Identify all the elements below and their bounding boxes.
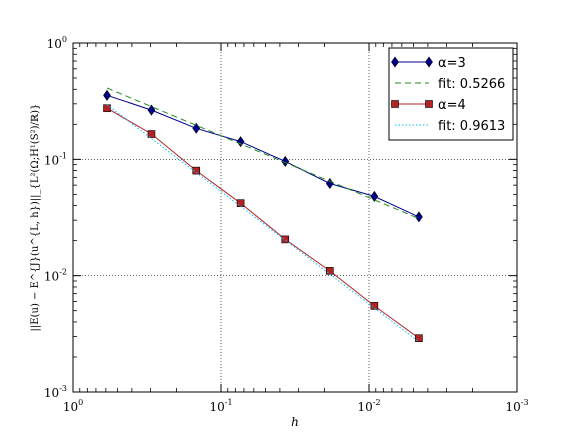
x-tick-label-exponent: 0	[78, 398, 83, 407]
x-tick-label: 100	[63, 398, 83, 414]
y-tick-label-exponent: -3	[59, 384, 67, 393]
data-point	[147, 104, 156, 116]
plot-series	[103, 87, 423, 343]
series-line	[106, 107, 420, 339]
y-tick-label-base: 10	[44, 270, 59, 284]
y-tick-label-exponent: -2	[59, 268, 67, 277]
legend-label: α=3	[438, 56, 466, 71]
y-tick-label-base: 10	[47, 37, 62, 51]
y-tick-label: 10-2	[44, 268, 67, 284]
x-axis-label: h	[291, 415, 299, 429]
x-tick-label: 10-2	[357, 398, 380, 414]
data-point	[147, 130, 156, 138]
grid	[73, 43, 517, 392]
data-point	[281, 155, 290, 167]
x-tick-label-base: 10	[357, 400, 372, 414]
data-point	[370, 302, 379, 310]
data-point	[370, 190, 379, 202]
data-point	[192, 166, 201, 175]
data-point	[236, 136, 245, 148]
legend-marker	[425, 56, 433, 68]
y-tick-label-base: 10	[44, 386, 59, 400]
data-point	[192, 122, 201, 134]
x-tick-label-base: 10	[63, 400, 78, 414]
legend-marker	[391, 100, 399, 108]
x-tick-label: 10-1	[209, 398, 232, 414]
y-tick-label: 100	[47, 35, 67, 51]
y-tick-label: 10-1	[44, 151, 67, 167]
legend-label: fit: 0.9613	[438, 119, 505, 134]
legend-label: fit: 0.5266	[438, 77, 505, 92]
data-point	[326, 267, 334, 275]
series-line	[106, 104, 420, 343]
legend-marker	[425, 100, 433, 108]
plot-frame	[72, 42, 518, 393]
legend-label: α=4	[438, 98, 466, 113]
x-tick-label-base: 10	[505, 400, 520, 414]
legend: α=3 fit: 0.5266 α=4 fit: 0.9613	[388, 47, 514, 141]
x-tick-label-exponent: -1	[225, 398, 233, 407]
data-point	[415, 211, 423, 223]
data-point	[103, 89, 111, 101]
y-tick-label-exponent: -1	[59, 151, 67, 160]
data-point	[281, 235, 290, 244]
series-line	[106, 94, 420, 218]
data-point	[325, 177, 334, 190]
y-axis-label: ||E(u) − E^{J}(u^{L, h})||_{L²(Ω;H¹(S²)/…	[30, 104, 41, 332]
series-line	[106, 87, 420, 219]
x-tick-label: 10-3	[505, 398, 528, 414]
data-point	[415, 334, 423, 343]
y-tick-label-base: 10	[44, 153, 59, 167]
x-tick-label-exponent: -3	[521, 398, 529, 407]
legend-marker	[391, 56, 399, 68]
data-point	[236, 199, 245, 207]
x-tick-label-exponent: -2	[373, 398, 381, 407]
y-tick-label: 10-3	[44, 384, 67, 400]
y-tick-label-exponent: 0	[62, 35, 67, 44]
data-point	[103, 104, 111, 113]
x-tick-label-base: 10	[209, 400, 224, 414]
